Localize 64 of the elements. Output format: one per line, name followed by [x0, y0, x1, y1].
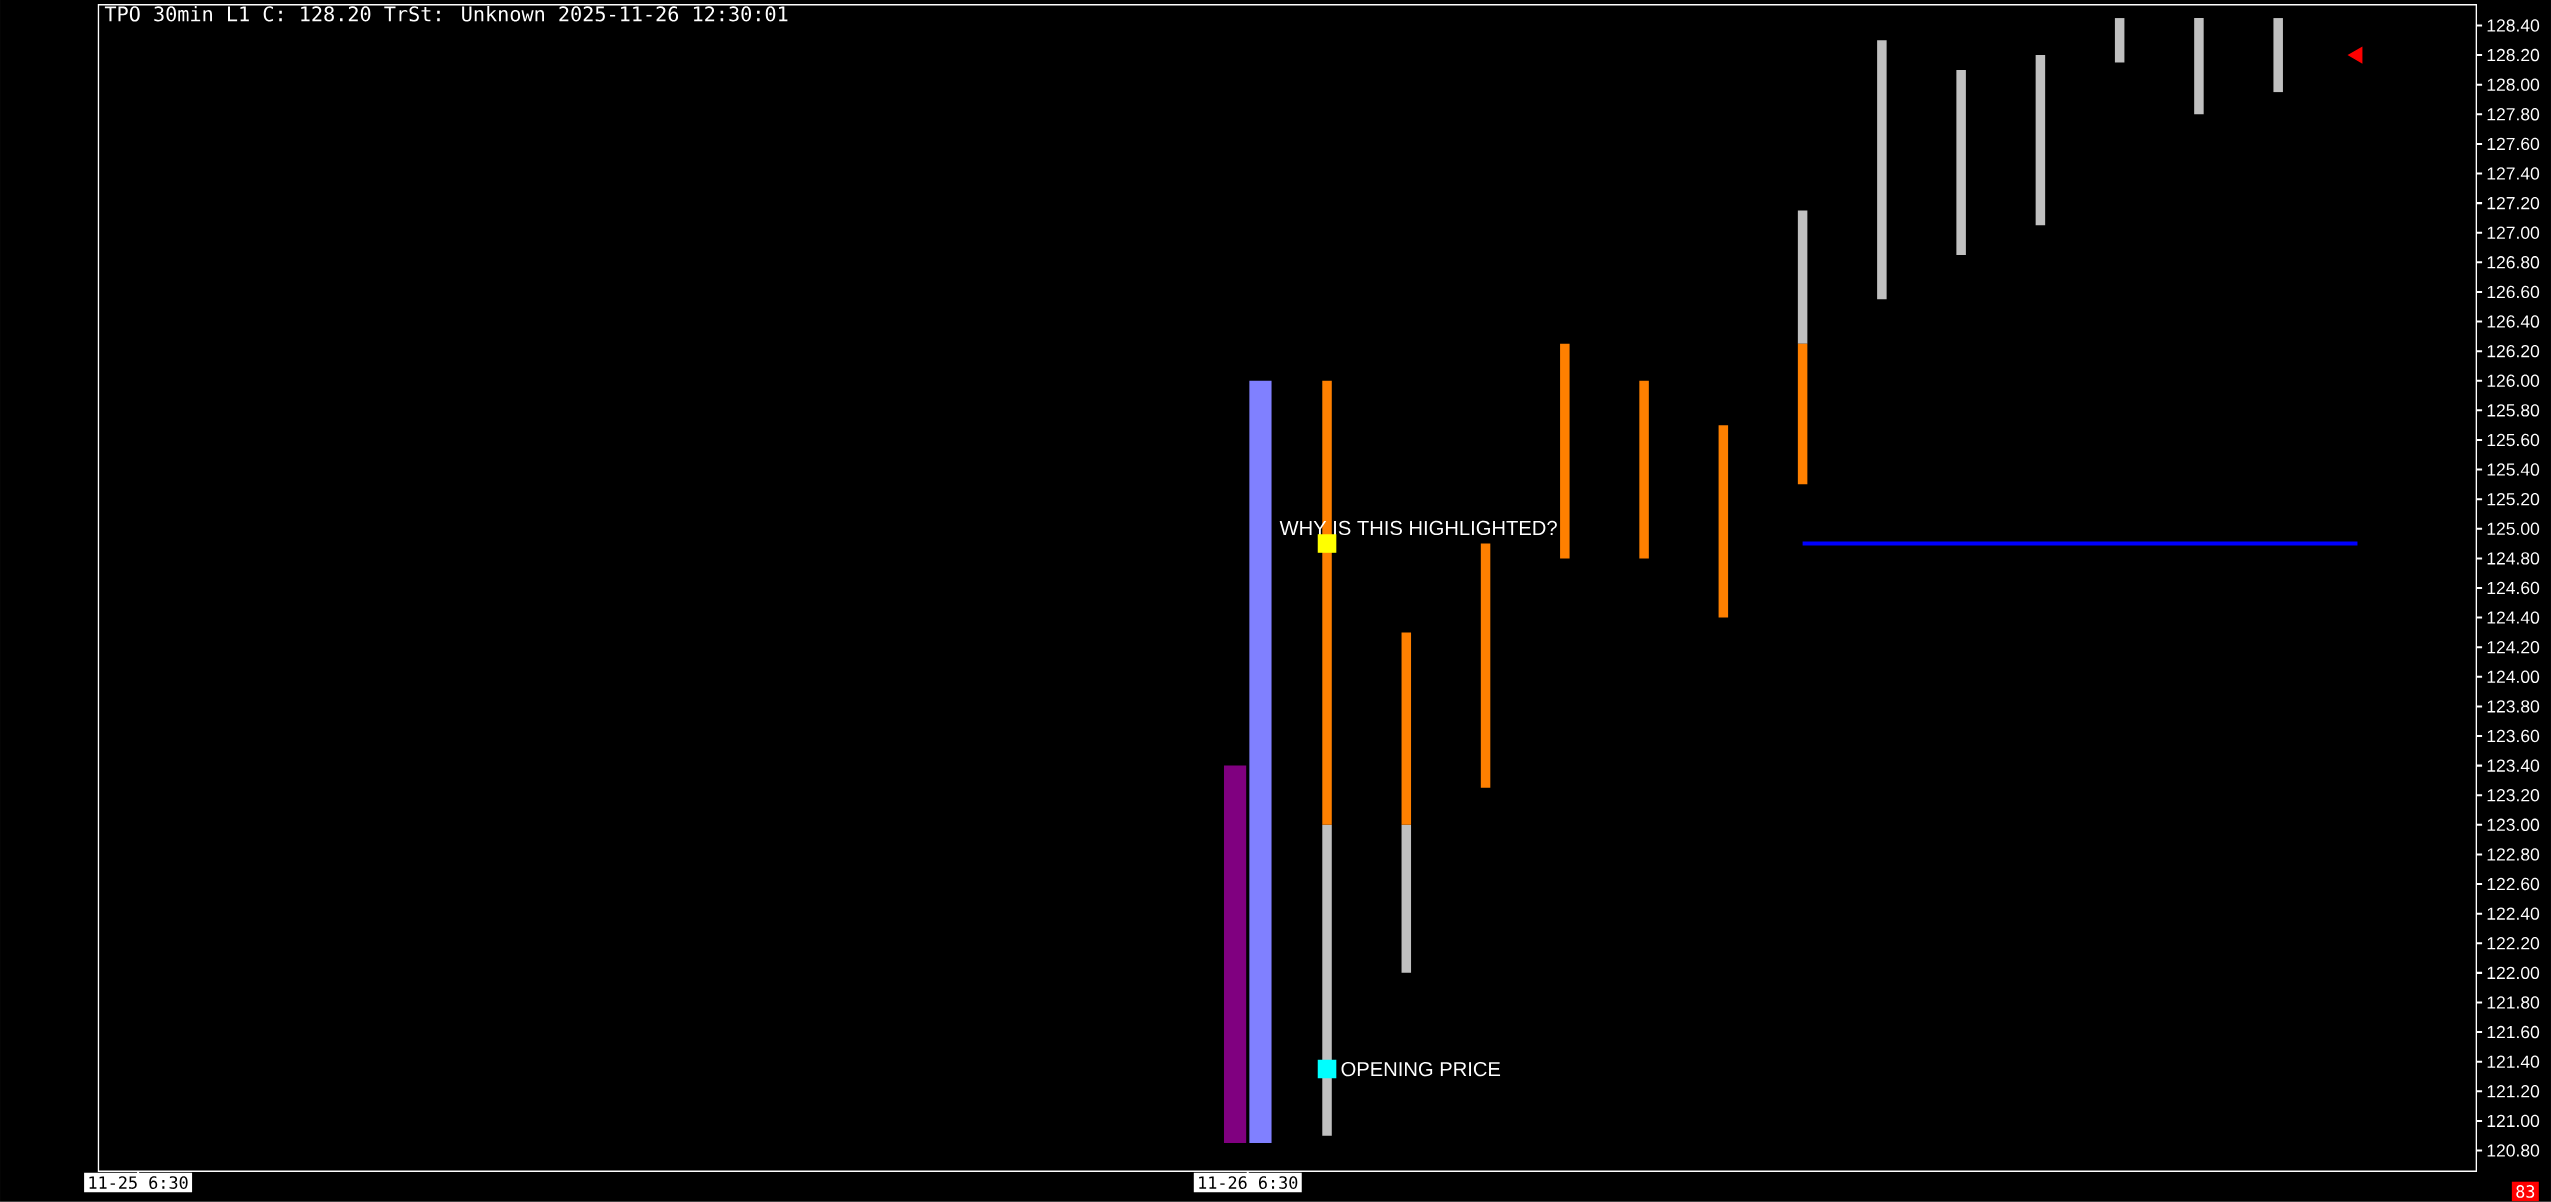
- bar: [1639, 380, 1649, 559]
- bar: [1560, 343, 1570, 559]
- bar: [2035, 55, 2046, 226]
- bar: [1877, 40, 1887, 300]
- bar: [1401, 824, 1412, 973]
- y-tick-label: 126.60: [2487, 285, 2540, 299]
- y-tick-label: 124.60: [2487, 581, 2540, 595]
- bar: [1223, 765, 1247, 1144]
- bar: [2114, 18, 2125, 63]
- point: [1317, 1059, 1337, 1079]
- bar: [1797, 343, 1808, 485]
- y-tick-label: 125.80: [2487, 404, 2540, 417]
- text: 83: [2516, 1185, 2535, 1198]
- bar: [1480, 543, 1491, 788]
- y-tick-label: 121.40: [2487, 1055, 2540, 1068]
- annotation: OPENING PRICE: [1341, 1062, 1501, 1077]
- y-tick-label: 123.60: [2487, 729, 2540, 743]
- y-tick-label: 121.00: [2487, 1114, 2540, 1128]
- bar: [1718, 425, 1729, 618]
- y-tick-label: 128.40: [2487, 19, 2540, 32]
- bar: [1249, 380, 1272, 1144]
- y-tick-label: 122.80: [2487, 848, 2540, 861]
- y-tick-label: 124.20: [2487, 641, 2540, 654]
- y-tick-label: 125.60: [2487, 433, 2540, 447]
- y-tick-label: 123.40: [2487, 759, 2540, 772]
- y-tick-label: 128.20: [2487, 48, 2540, 62]
- y-tick-label: 125.40: [2487, 463, 2540, 476]
- y-tick-label: 125.20: [2487, 493, 2540, 506]
- y-tick-label: 125.00: [2487, 522, 2540, 536]
- y-tick-label: 122.00: [2487, 966, 2540, 980]
- y-tick-label: 123.80: [2487, 700, 2540, 713]
- y-tick-label: 126.00: [2487, 374, 2540, 388]
- y-tick-label: 124.00: [2487, 670, 2540, 684]
- y-tick-label: 126.40: [2487, 315, 2540, 328]
- y-tick-label: 120.80: [2487, 1144, 2540, 1157]
- point: [1317, 534, 1337, 553]
- bar: [1797, 210, 1808, 344]
- y-tick-label: 127.20: [2487, 196, 2540, 210]
- y-tick-label: 128.00: [2487, 78, 2540, 91]
- y-tick-label: 127.60: [2487, 137, 2540, 151]
- y-tick-label: 127.40: [2487, 167, 2540, 180]
- bar: [1401, 632, 1412, 825]
- y-tick-label: 127.80: [2487, 108, 2540, 121]
- x-tick-label: 11-25 6:30: [89, 1176, 188, 1190]
- y-tick-label: 121.20: [2487, 1085, 2540, 1098]
- y-tick-label: 123.20: [2487, 789, 2540, 802]
- y-tick-label: 123.00: [2487, 818, 2540, 832]
- y-tick-label: 122.40: [2487, 907, 2540, 920]
- x-tick-label: 11-26 6:30: [1199, 1176, 1298, 1190]
- y-tick-label: 122.20: [2487, 937, 2540, 950]
- y-tick-label: 124.80: [2487, 552, 2540, 565]
- bar: [1956, 69, 1966, 256]
- y-tick-label: 122.60: [2487, 877, 2540, 891]
- y-tick-label: 126.20: [2487, 345, 2540, 358]
- bar: [2194, 18, 2204, 115]
- y-tick-label: 124.40: [2487, 611, 2540, 624]
- point: [2348, 47, 2363, 64]
- y-tick-label: 126.80: [2487, 256, 2540, 269]
- bar: [1322, 824, 1332, 1136]
- chart-title: TPO 30min L1 C: 128.20 TrSt: Unknown 2025-11-26 12:30:01: [104, 5, 788, 22]
- bar: [2273, 18, 2283, 93]
- y-tick-label: 121.60: [2487, 1025, 2540, 1039]
- y-tick-label: 121.80: [2487, 996, 2540, 1009]
- y-tick-label: 127.00: [2487, 226, 2540, 239]
